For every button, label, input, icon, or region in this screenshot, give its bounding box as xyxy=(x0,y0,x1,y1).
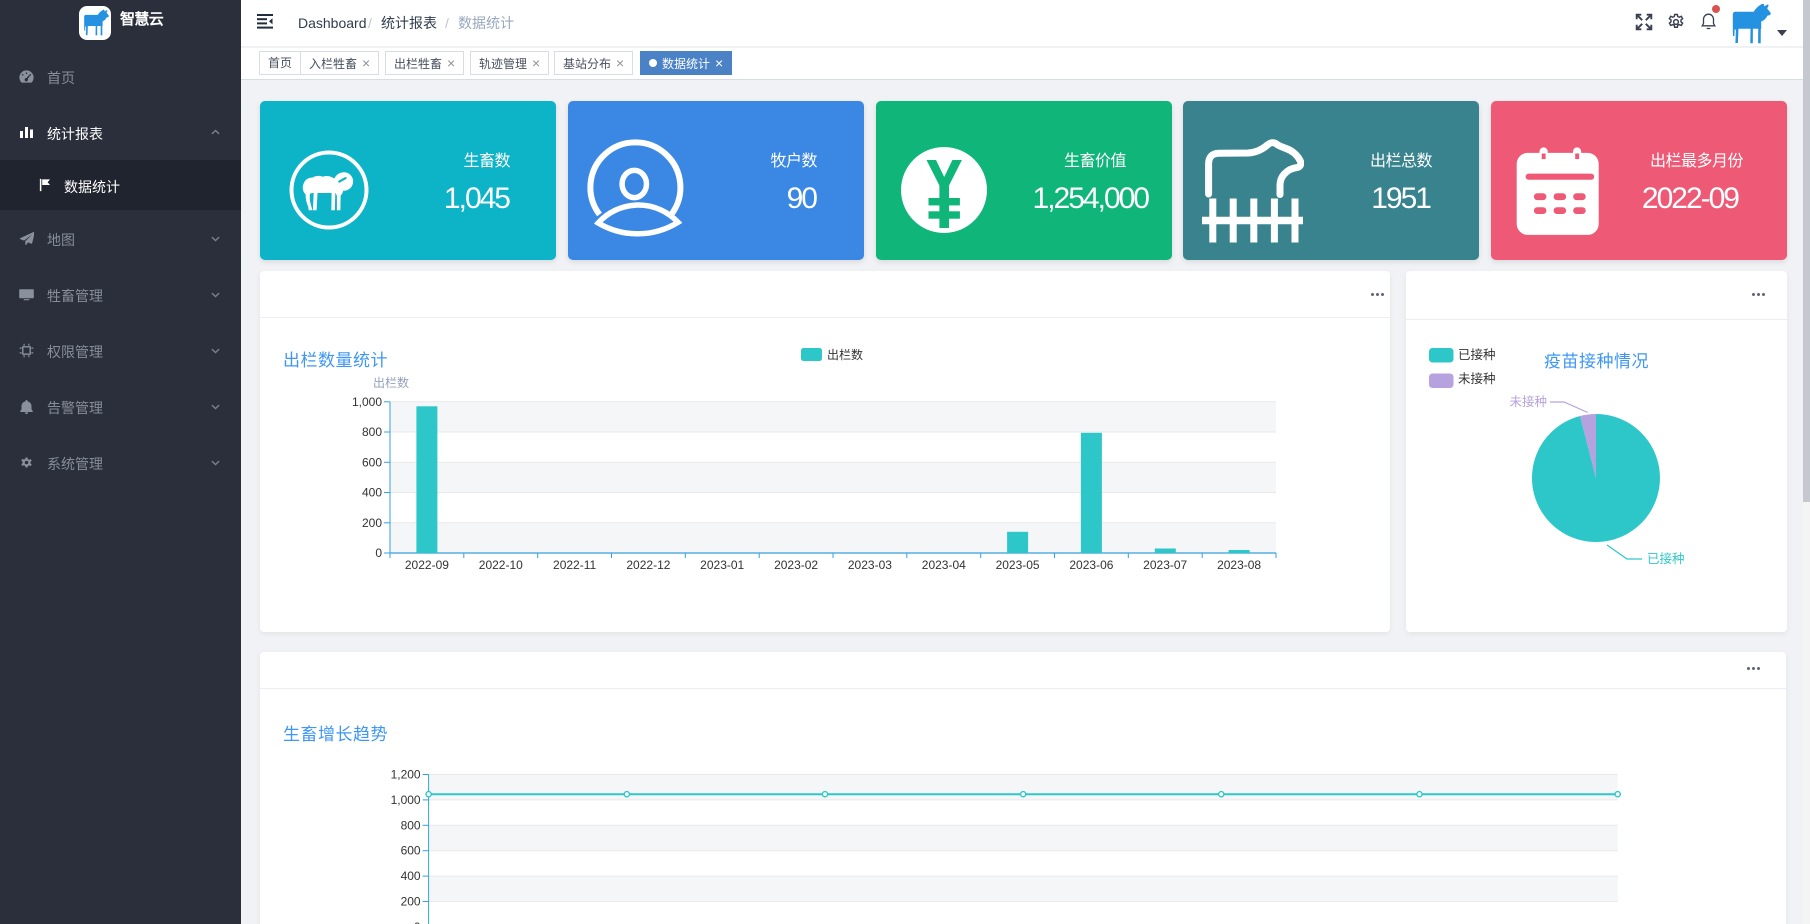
svg-text:已接种: 已接种 xyxy=(1458,347,1496,362)
svg-text:600: 600 xyxy=(401,844,421,858)
svg-text:800: 800 xyxy=(362,425,382,439)
svg-text:1,000: 1,000 xyxy=(352,395,382,409)
svg-text:2022-11: 2022-11 xyxy=(553,558,596,572)
svg-text:2023-04: 2023-04 xyxy=(922,558,966,572)
svg-text:0: 0 xyxy=(375,546,382,560)
svg-text:2023-07: 2023-07 xyxy=(1143,558,1187,572)
svg-text:1,200: 1,200 xyxy=(391,768,421,782)
svg-text:2023-06: 2023-06 xyxy=(1069,558,1113,572)
svg-text:800: 800 xyxy=(401,818,421,832)
svg-text:2023-03: 2023-03 xyxy=(848,558,892,572)
svg-text:已接种: 已接种 xyxy=(1647,551,1685,566)
svg-text:600: 600 xyxy=(362,455,382,469)
svg-text:1,000: 1,000 xyxy=(391,793,421,807)
svg-text:2022-10: 2022-10 xyxy=(479,558,523,572)
svg-text:2023-01: 2023-01 xyxy=(700,558,744,572)
svg-text:2023-05: 2023-05 xyxy=(996,558,1040,572)
svg-text:200: 200 xyxy=(362,516,382,530)
svg-text:2023-08: 2023-08 xyxy=(1217,558,1261,572)
svg-text:未接种: 未接种 xyxy=(1509,394,1547,409)
svg-text:200: 200 xyxy=(401,895,421,909)
svg-text:400: 400 xyxy=(362,486,382,500)
svg-text:未接种: 未接种 xyxy=(1458,371,1496,386)
svg-text:0: 0 xyxy=(414,920,421,924)
svg-text:2023-02: 2023-02 xyxy=(774,558,818,572)
svg-text:2022-09: 2022-09 xyxy=(405,558,449,572)
svg-text:出栏数: 出栏数 xyxy=(827,347,863,362)
svg-text:400: 400 xyxy=(401,869,421,883)
svg-text:2022-12: 2022-12 xyxy=(626,558,670,572)
svg-text:出栏数: 出栏数 xyxy=(373,375,409,390)
